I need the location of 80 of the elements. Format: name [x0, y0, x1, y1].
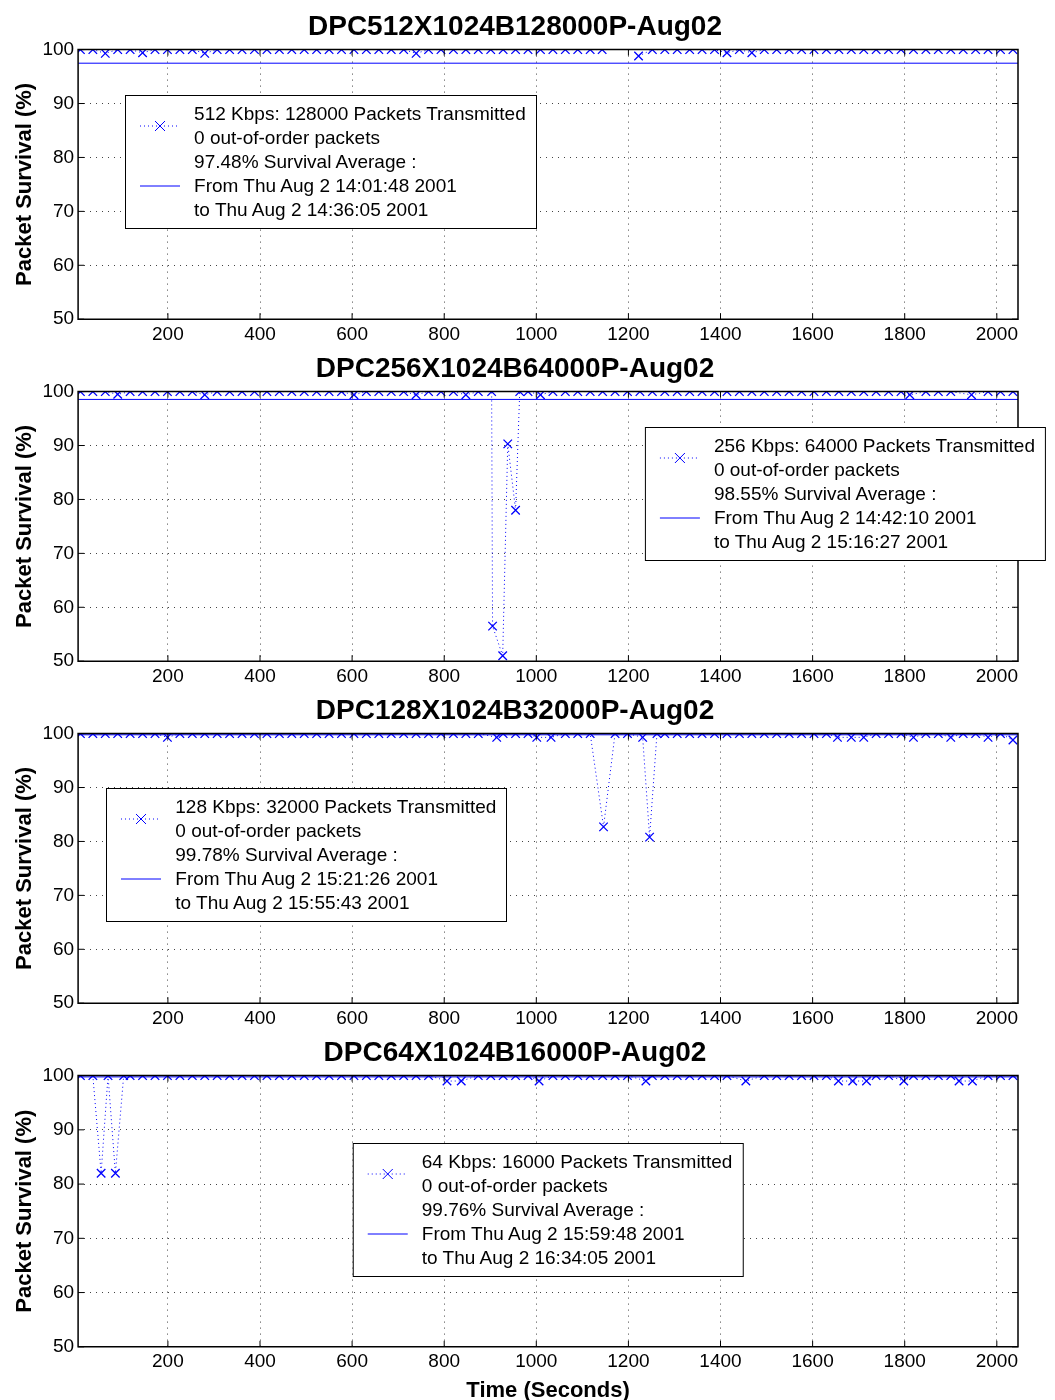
x-tick-label: 1600 — [791, 1006, 834, 1028]
x-tick-label: 200 — [152, 322, 184, 344]
legend-label: 64 Kbps: 16000 Packets Transmitted 0 out-of-order packets — [421, 1150, 733, 1199]
y-tick-label: 50 — [52, 991, 75, 1013]
y-tick-label: 100 — [42, 1063, 75, 1085]
x-tick-label: 600 — [336, 322, 368, 344]
x-tick-label: 1200 — [607, 664, 650, 686]
chart-title: DPC512X1024B128000P-Aug02 — [307, 9, 723, 41]
y-axis-title: Packet Survival (%) — [11, 1109, 37, 1313]
y-tick-label: 90 — [52, 433, 75, 455]
y-tick-label: 90 — [52, 91, 75, 113]
x-tick-label: 200 — [152, 1006, 184, 1028]
x-tick-label: 400 — [244, 664, 276, 686]
x-tick-label: 2000 — [975, 664, 1018, 686]
legend-label: 512 Kbps: 128000 Packets Transmitted 0 out-of-order packets — [194, 102, 526, 151]
y-tick-label: 70 — [52, 1226, 75, 1248]
y-tick-label: 90 — [52, 775, 75, 797]
y-tick-label: 60 — [52, 253, 75, 275]
chart-title: DPC64X1024B16000P-Aug02 — [323, 1035, 707, 1067]
x-tick-label: 600 — [336, 1350, 368, 1372]
legend-label: 99.76% Survival Average : From Thu Aug 2 15:59:48 2001 to Thu Aug 2 16:34:05 2001 — [421, 1198, 685, 1271]
y-tick-label: 90 — [52, 1118, 75, 1140]
x-tick-label: 1200 — [607, 1350, 650, 1372]
y-tick-label: 60 — [52, 937, 75, 959]
legend-label: 98.55% Survival Average : From Thu Aug 2 14:42:10 2001 to Thu Aug 2 15:16:27 2001 — [713, 481, 977, 554]
x-tick-label: 1200 — [607, 1006, 650, 1028]
x-tick-label: 1400 — [699, 322, 742, 344]
y-tick-label: 50 — [52, 649, 75, 671]
x-tick-label: 1600 — [791, 322, 834, 344]
x-tick-label: 400 — [244, 1006, 276, 1028]
x-tick-label: 1000 — [515, 664, 558, 686]
x-tick-label: 1800 — [883, 1350, 926, 1372]
y-tick-label: 80 — [52, 1172, 75, 1194]
x-tick-label: 800 — [428, 1006, 461, 1028]
y-tick-label: 70 — [52, 199, 75, 221]
x-tick-label: 200 — [152, 664, 184, 686]
x-tick-label: 1600 — [791, 664, 834, 686]
x-tick-label: 1200 — [607, 322, 650, 344]
y-tick-label: 80 — [52, 487, 75, 509]
x-tick-label: 400 — [244, 1350, 276, 1372]
y-tick-label: 50 — [52, 1335, 75, 1357]
x-tick-label: 800 — [428, 322, 461, 344]
x-tick-label: 1800 — [883, 322, 926, 344]
x-tick-label: 1800 — [883, 664, 926, 686]
y-tick-label: 100 — [42, 37, 75, 59]
x-tick-label: 800 — [428, 1350, 461, 1372]
chart-title: DPC256X1024B64000P-Aug02 — [315, 351, 715, 383]
chart-title: DPC128X1024B32000P-Aug02 — [315, 693, 715, 725]
y-tick-label: 60 — [52, 595, 75, 617]
x-tick-label: 1800 — [883, 1006, 926, 1028]
y-tick-label: 80 — [52, 829, 75, 851]
y-axis-title: Packet Survival (%) — [11, 82, 37, 286]
x-tick-label: 2000 — [975, 1006, 1018, 1028]
x-tick-label: 1400 — [699, 664, 742, 686]
x-tick-label: 1400 — [699, 1350, 742, 1372]
y-tick-label: 70 — [52, 883, 75, 905]
legend-label: 128 Kbps: 32000 Packets Transmitted 0 out-of-order packets — [175, 794, 497, 843]
x-tick-label: 1000 — [515, 1350, 558, 1372]
x-tick-label: 600 — [336, 1006, 368, 1028]
x-tick-label: 1000 — [515, 322, 558, 344]
y-axis-title: Packet Survival (%) — [11, 424, 37, 628]
x-tick-label: 2000 — [975, 1350, 1018, 1372]
x-tick-label: 600 — [336, 664, 368, 686]
y-tick-label: 100 — [42, 379, 75, 401]
y-tick-label: 50 — [52, 307, 75, 329]
y-tick-label: 60 — [52, 1280, 75, 1302]
x-tick-label: 1400 — [699, 1006, 742, 1028]
y-tick-label: 80 — [52, 145, 75, 167]
y-tick-label: 100 — [42, 721, 75, 743]
legend-label: 99.78% Survival Average : From Thu Aug 2 15:21:26 2001 to Thu Aug 2 15:55:43 2001 — [175, 842, 438, 915]
x-tick-label: 1600 — [791, 1350, 834, 1372]
x-tick-label: 200 — [152, 1350, 184, 1372]
legend-label: 97.48% Survival Average : From Thu Aug 2 14:01:48 2001 to Thu Aug 2 14:36:05 2001 — [194, 150, 457, 223]
y-tick-label: 70 — [52, 541, 75, 563]
y-axis-title: Packet Survival (%) — [11, 766, 37, 970]
x-tick-label: 1000 — [515, 1006, 558, 1028]
x-tick-label: 2000 — [975, 322, 1018, 344]
x-tick-label: 400 — [244, 322, 276, 344]
legend-label: 256 Kbps: 64000 Packets Transmitted 0 out-of-order packets — [713, 433, 1035, 482]
x-tick-label: 800 — [428, 664, 461, 686]
